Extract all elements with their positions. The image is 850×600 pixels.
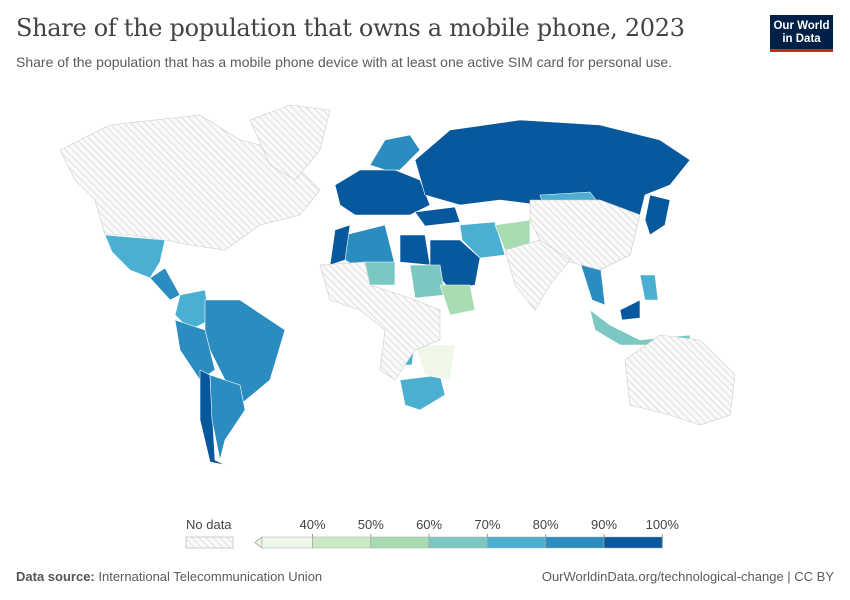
country-malaysia[interactable] — [619, 299, 641, 321]
legend-no-data-label: No data — [186, 517, 232, 532]
legend-bin — [603, 536, 663, 549]
country-greenland[interactable] — [249, 104, 331, 181]
legend: No data 40% 50% 60% 70% 80% 90% 100% — [185, 517, 680, 550]
country-zambia[interactable] — [414, 344, 456, 381]
country-south-africa[interactable] — [399, 374, 446, 411]
legend-tick-label: 100% — [646, 517, 680, 532]
legend-tick-label: 40% — [299, 517, 325, 532]
country-argentina[interactable] — [209, 374, 246, 461]
legend-bin — [428, 536, 488, 549]
country-russia[interactable] — [414, 119, 691, 216]
country-scandinavia[interactable] — [369, 134, 421, 171]
subtitle: Share of the population that has a mobil… — [16, 54, 673, 70]
country-australia[interactable] — [624, 334, 736, 426]
country-iran[interactable] — [459, 221, 506, 259]
country-mexico[interactable] — [104, 234, 166, 279]
country-ethiopia[interactable] — [439, 284, 476, 316]
country-philippines[interactable] — [639, 274, 659, 301]
legend-no-data-swatch — [185, 536, 234, 549]
country-colombia[interactable] — [174, 289, 211, 331]
country-europe-west[interactable] — [334, 169, 431, 216]
legend-bin — [312, 536, 372, 549]
data-source: Data source: International Telecommunica… — [16, 569, 323, 584]
legend-tick-label: 80% — [533, 517, 559, 532]
legend-tick-label: 50% — [358, 517, 384, 532]
country-central-africa[interactable] — [319, 261, 441, 381]
country-japan[interactable] — [644, 194, 671, 236]
country-morocco[interactable] — [329, 224, 351, 266]
source-link[interactable]: OurWorldinData.org/technological-change … — [541, 569, 834, 584]
owid-logo[interactable]: Our World in Data — [770, 15, 833, 52]
legend-bin — [545, 536, 605, 549]
country-north-america[interactable] — [59, 114, 321, 251]
legend-tick-label: 90% — [591, 517, 617, 532]
country-egypt[interactable] — [399, 234, 431, 266]
country-turkey[interactable] — [414, 206, 461, 227]
legend-tick-label: 60% — [416, 517, 442, 532]
page-title: Share of the population that owns a mobi… — [16, 14, 685, 42]
legend-bin — [261, 536, 313, 549]
legend-tick-label: 70% — [474, 517, 500, 532]
country-india[interactable] — [504, 239, 571, 311]
legend-bin — [370, 536, 430, 549]
legend-arrow — [254, 535, 263, 550]
legend-bin — [487, 536, 546, 549]
country-central-america[interactable] — [149, 267, 181, 301]
country-sudan[interactable] — [409, 264, 446, 299]
